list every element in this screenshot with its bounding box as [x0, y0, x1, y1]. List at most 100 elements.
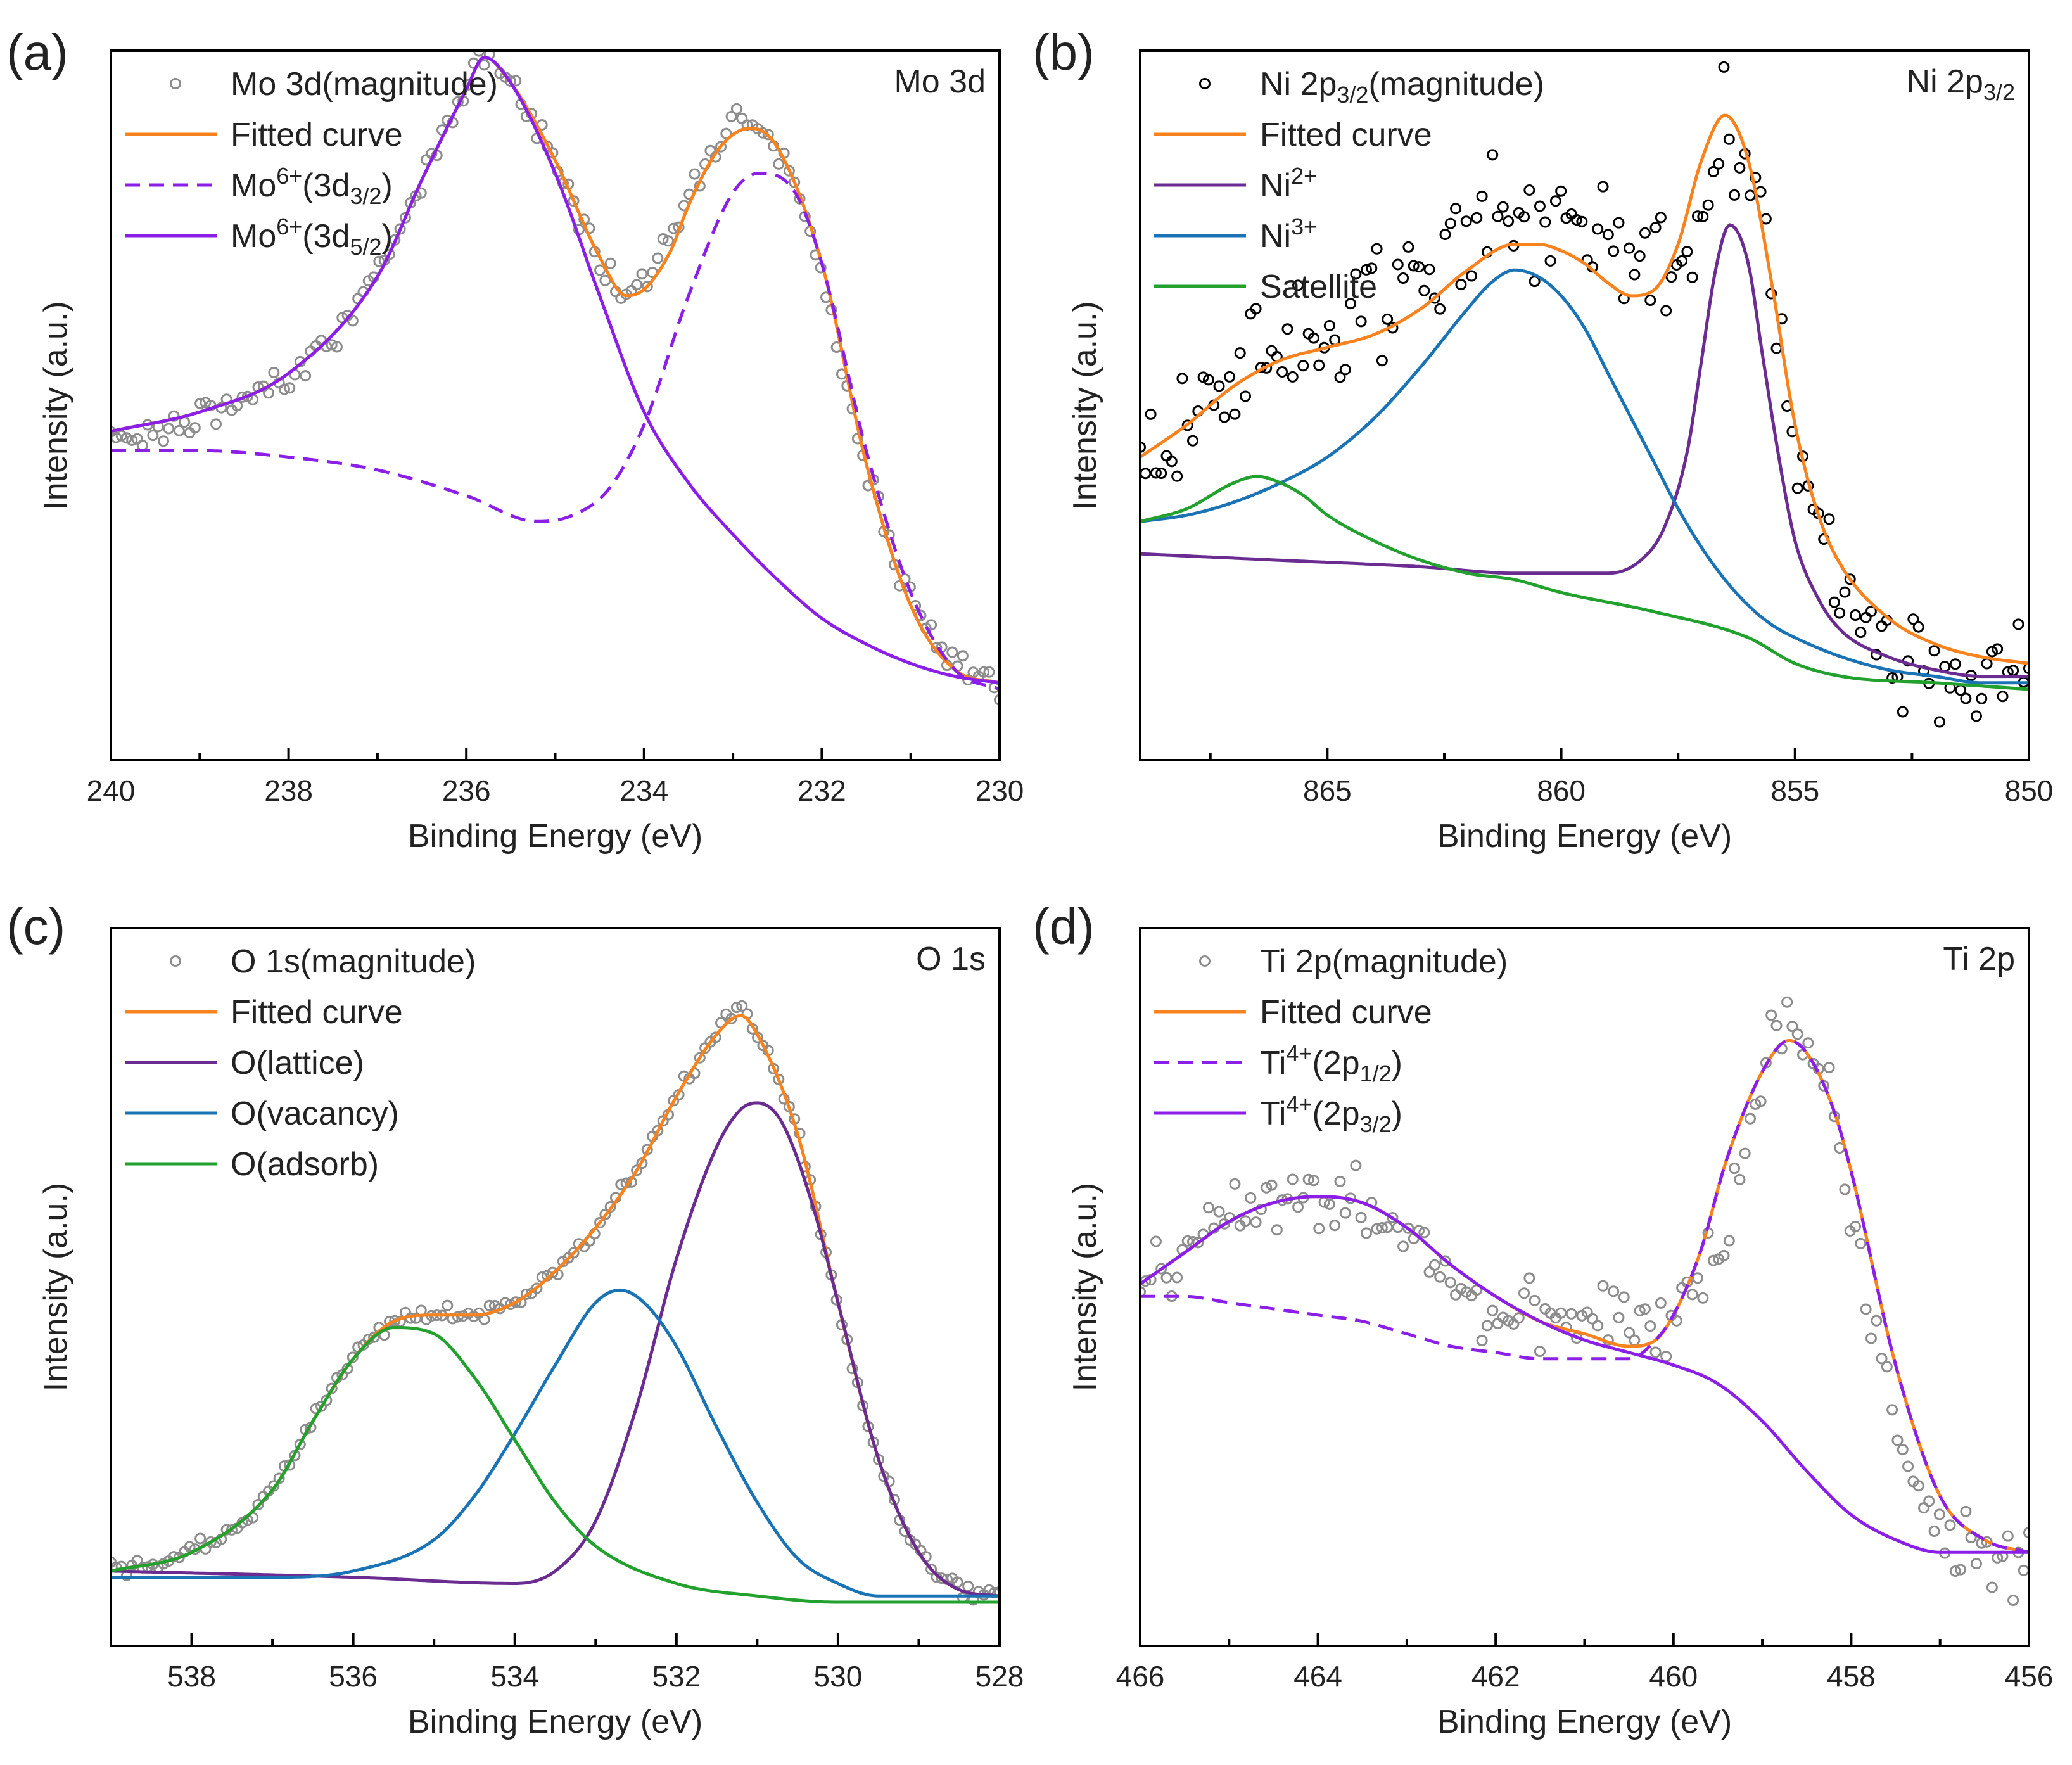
data-point: [368, 1331, 380, 1343]
data-point: [1997, 691, 2009, 703]
x-tick-label: 462: [1471, 1660, 1520, 1693]
series-line-fitted-curve: [1140, 113, 2029, 665]
data-point: [294, 1438, 306, 1450]
data-point: [1402, 241, 1414, 253]
data-point: [1850, 1221, 1862, 1233]
legend-marker: [170, 955, 181, 967]
data-point: [326, 1382, 338, 1394]
data-point: [1860, 611, 1872, 623]
legend-label: Mo6+(3d3/2): [231, 163, 393, 209]
data-point: [1297, 360, 1309, 372]
data-point: [757, 127, 769, 139]
data-point: [1770, 342, 1783, 354]
series-line-o-vacancy-: [111, 1288, 1000, 1598]
data-point: [373, 255, 385, 267]
data-point: [1823, 1062, 1835, 1074]
data-point: [1933, 716, 1945, 728]
data-point: [1313, 1223, 1325, 1235]
data-point: [147, 430, 159, 442]
data-point: [1886, 672, 1898, 684]
x-tick-label: 528: [976, 1660, 1024, 1693]
legend: Mo 3d(magnitude) Fitted curve Mo6+(3d3/2)M…: [125, 66, 498, 260]
data-point: [1660, 305, 1672, 317]
corner-label: O 1s: [916, 941, 986, 978]
data-point: [1523, 184, 1535, 196]
data-point: [1450, 1289, 1462, 1301]
x-axis-title: Binding Energy (eV): [1437, 1704, 1732, 1740]
data-point: [1534, 1346, 1546, 1358]
data-point: [1402, 1222, 1414, 1234]
series-line-ni2-: [1140, 223, 2029, 679]
x-tick-label: 855: [1770, 774, 1819, 807]
legend-label: Mo6+(3d5/2): [231, 213, 393, 260]
data-point: [636, 268, 648, 280]
data-point: [1745, 1112, 1757, 1125]
data-point: [1624, 242, 1636, 254]
data-point: [1408, 260, 1420, 272]
data-point: [1302, 1173, 1314, 1185]
data-point: [962, 1580, 974, 1592]
x-tick-label: 466: [1116, 1660, 1165, 1693]
data-point: [1912, 1480, 1924, 1492]
data-point: [1155, 467, 1167, 479]
data-point: [1360, 264, 1372, 276]
data-point: [1450, 203, 1462, 215]
x-tick-label: 236: [442, 774, 491, 807]
data-point: [936, 1572, 948, 1584]
data-point: [1428, 1259, 1440, 1271]
data-point: [1418, 1227, 1430, 1239]
data-point: [1155, 1263, 1167, 1275]
data-point: [925, 1563, 937, 1575]
chart-panel-a: 240 238 236 234 232 230 Binding Energy (eV) Int…: [6, 24, 1024, 855]
legend-marker: [1199, 955, 1211, 967]
data-point: [951, 1576, 963, 1588]
data-point: [946, 646, 958, 658]
data-point: [504, 75, 516, 87]
data-point: [1276, 366, 1288, 378]
data-point: [1755, 1095, 1767, 1107]
chart-panel-b: 865 860 855 850 Binding Energy (eV) Intensity…: [1033, 24, 2053, 855]
corner-label: Ni 2p3/2: [1907, 63, 2015, 105]
data-point: [1791, 482, 1803, 494]
data-point: [1518, 211, 1530, 223]
data-point: [1350, 268, 1362, 280]
data-point: [1497, 201, 1509, 213]
data-point: [730, 103, 742, 115]
series-line-ti4-2p3-2-: [1140, 1195, 2029, 1554]
data-point: [994, 694, 1000, 706]
data-point: [1261, 1182, 1273, 1194]
data-point: [163, 423, 175, 435]
data-point: [1534, 200, 1546, 212]
data-point: [1750, 172, 1762, 184]
data-point: [1140, 468, 1152, 480]
data-point: [1928, 645, 1940, 657]
data-point: [389, 1315, 401, 1327]
data-point: [1976, 692, 1988, 704]
data-point: [1707, 165, 1719, 177]
data-point: [1292, 279, 1304, 291]
chart-panel-d: 466 464 462 460 458 456 Binding Energy (eV) Int…: [1033, 898, 2053, 1740]
data-point: [1197, 371, 1209, 383]
x-tick-label: 860: [1537, 774, 1586, 807]
y-axis-title: Intensity (a.u.): [37, 301, 74, 509]
data-point: [1466, 270, 1478, 282]
data-point: [1428, 292, 1440, 304]
data-point: [1250, 303, 1262, 315]
y-axis-title: Intensity (a.u.): [1067, 301, 1103, 509]
x-tick-label: 534: [490, 1660, 539, 1693]
x-tick-label: 240: [87, 774, 136, 807]
data-point: [641, 281, 653, 293]
data-point: [520, 1288, 532, 1300]
data-point: [1423, 264, 1435, 276]
legend-label: Ni 2p3/2(magnitude): [1260, 66, 1544, 108]
data-point: [173, 424, 185, 436]
data-point: [1960, 1505, 1972, 1517]
data-point: [1434, 1271, 1446, 1283]
x-tick-label: 238: [264, 774, 313, 807]
data-point: [1476, 190, 1488, 202]
data-point: [1981, 658, 1993, 670]
data-point: [1397, 272, 1409, 284]
data-point: [652, 1125, 664, 1137]
panel-label: (d): [1033, 898, 1095, 955]
data-point: [1871, 1315, 1883, 1327]
